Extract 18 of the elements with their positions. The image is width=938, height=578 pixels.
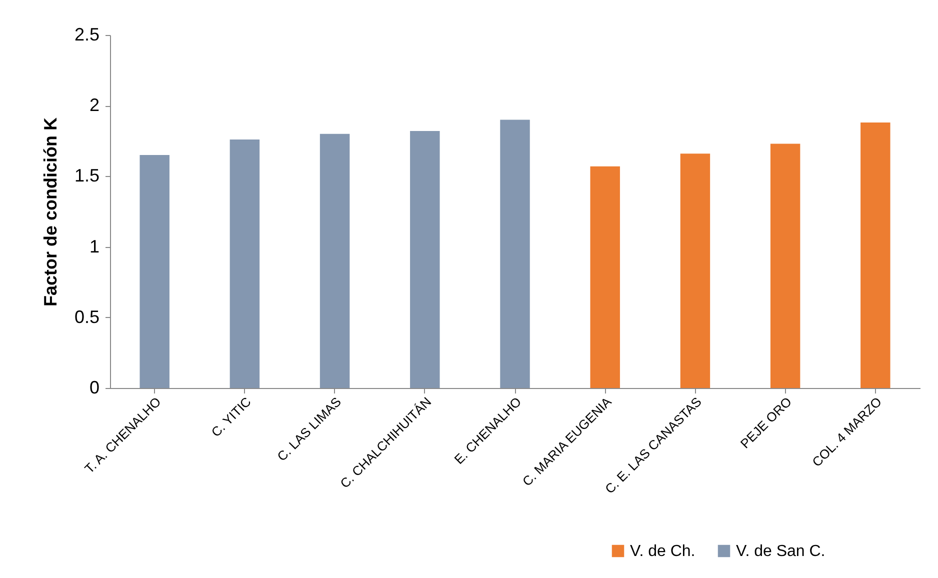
bar (140, 155, 170, 388)
bar (680, 154, 710, 388)
y-tick-label: 2 (89, 95, 100, 116)
y-tick-label: 1 (89, 236, 100, 256)
y-tick-label: 1.5 (74, 166, 100, 186)
legend-label: V. de San C. (736, 543, 826, 560)
y-axis-title: Factor de condición K (40, 117, 60, 307)
bar (770, 144, 800, 388)
legend-label: V. de Ch. (630, 543, 696, 560)
y-tick-label: 2.5 (74, 24, 100, 44)
bar (860, 122, 890, 388)
y-tick-label: 0.5 (74, 306, 100, 327)
bar (320, 134, 350, 388)
bar (590, 166, 620, 388)
bar (500, 120, 530, 388)
bar (410, 131, 440, 388)
y-tick-label: 0 (89, 378, 100, 398)
bar (230, 139, 260, 388)
